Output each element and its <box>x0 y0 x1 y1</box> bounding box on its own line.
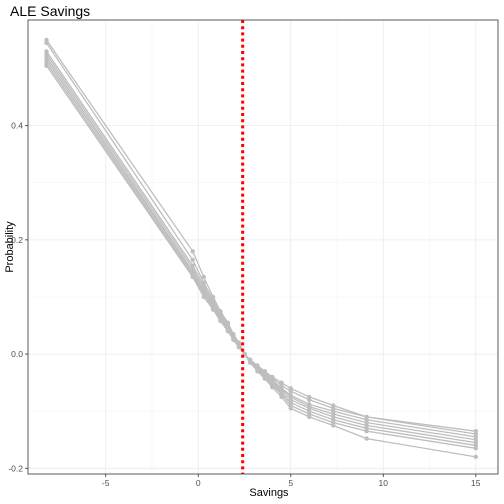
series-line-8 <box>45 65 476 458</box>
data-point <box>201 274 206 280</box>
data-point <box>190 257 195 263</box>
series-line-3 <box>45 51 476 438</box>
data-point <box>44 63 49 68</box>
data-point <box>364 428 369 434</box>
data-point <box>231 337 236 342</box>
data-point <box>190 274 195 280</box>
series-line-5 <box>45 56 476 444</box>
y-axis-label: Probability <box>4 221 16 273</box>
x-tick-label: 15 <box>471 478 481 488</box>
data-point <box>44 40 49 46</box>
panel-border <box>27 19 499 475</box>
data-point <box>307 414 312 420</box>
data-point <box>225 329 231 334</box>
series-line-7 <box>45 62 476 449</box>
x-tick-label: 5 <box>288 478 293 488</box>
x-axis: -5 0 5 10 15 <box>102 474 481 488</box>
y-tick-label: 0.2 <box>11 235 23 245</box>
data-point <box>210 307 216 312</box>
data-point <box>279 394 284 400</box>
data-point <box>201 294 206 300</box>
data-point <box>190 249 195 254</box>
y-tick-label: 0.4 <box>11 121 23 131</box>
y-tick-label: -0.2 <box>8 463 23 473</box>
data-point <box>473 454 478 460</box>
series-group <box>44 37 478 460</box>
grid-lines <box>28 20 498 474</box>
x-axis-label: Savings <box>249 487 289 499</box>
data-point <box>307 397 312 402</box>
data-point <box>236 345 242 350</box>
data-point <box>270 385 275 390</box>
data-point <box>473 446 478 451</box>
series-line-6 <box>45 59 476 447</box>
data-point <box>331 423 336 428</box>
x-tick-label: 10 <box>379 478 389 488</box>
chart-title: ALE Savings <box>10 3 90 19</box>
data-point <box>288 406 293 411</box>
data-point <box>255 369 260 374</box>
data-point <box>247 360 253 365</box>
data-point <box>262 376 268 381</box>
data-point <box>218 318 223 324</box>
data-point <box>288 388 293 394</box>
y-tick-label: 0.0 <box>11 349 23 359</box>
x-tick-label: -5 <box>102 478 110 488</box>
y-axis: -0.2 0.0 0.2 0.4 <box>8 121 28 473</box>
series-line-4 <box>45 53 476 441</box>
x-tick-label: 0 <box>196 478 201 488</box>
data-point <box>364 436 369 441</box>
